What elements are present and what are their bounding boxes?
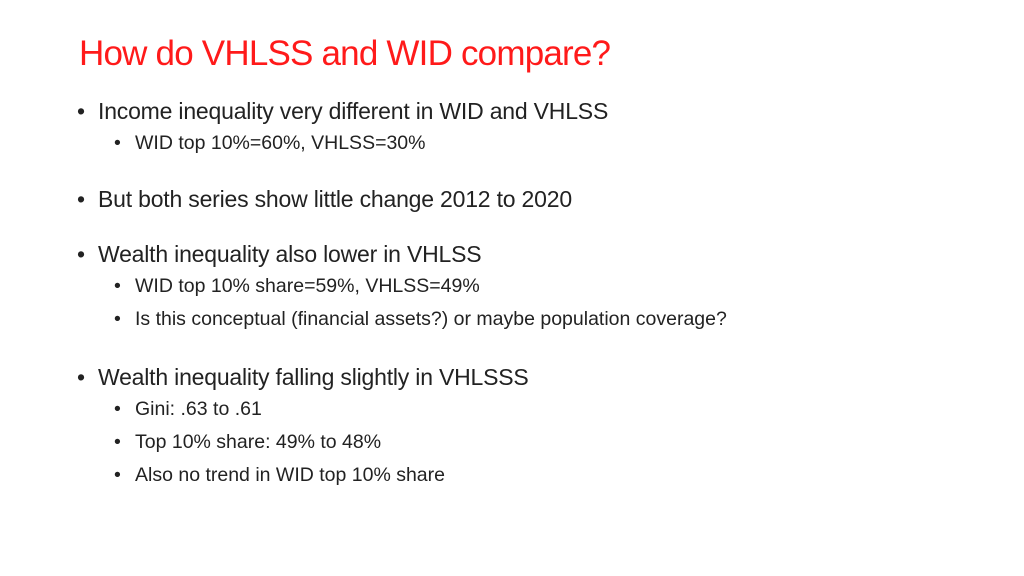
sub-bullet-icon: • bbox=[114, 398, 121, 420]
sub-bullet-icon: • bbox=[114, 464, 121, 486]
bullet-icon: • bbox=[77, 364, 85, 390]
bullet-item: • Wealth inequality falling slightly in … bbox=[77, 361, 977, 393]
sub-bullet-item: • Is this conceptual (financial assets?)… bbox=[114, 303, 977, 336]
sub-bullet-text: Is this conceptual (financial assets?) o… bbox=[135, 308, 727, 330]
sub-bullet-text: Gini: .63 to .61 bbox=[135, 398, 262, 420]
sub-bullet-item: • WID top 10%=60%, VHLSS=30% bbox=[114, 127, 977, 160]
sub-bullet-item: • Gini: .63 to .61 bbox=[114, 393, 977, 426]
sub-bullet-group: • Gini: .63 to .61 • Top 10% share: 49% … bbox=[77, 393, 977, 492]
bullet-item: • Income inequality very different in WI… bbox=[77, 95, 977, 127]
sub-bullet-text: WID top 10% share=59%, VHLSS=49% bbox=[135, 275, 480, 297]
sub-bullet-icon: • bbox=[114, 308, 121, 330]
bullet-text: But both series show little change 2012 … bbox=[98, 186, 572, 212]
bullet-item: • But both series show little change 201… bbox=[77, 183, 977, 215]
bullet-icon: • bbox=[77, 186, 85, 212]
bullet-text: Income inequality very different in WID … bbox=[98, 98, 609, 124]
bullet-text: Wealth inequality also lower in VHLSS bbox=[98, 241, 482, 267]
sub-bullet-icon: • bbox=[114, 431, 121, 453]
sub-bullet-icon: • bbox=[114, 132, 121, 154]
sub-bullet-text: Also no trend in WID top 10% share bbox=[135, 464, 445, 486]
sub-bullet-text: Top 10% share: 49% to 48% bbox=[135, 431, 382, 453]
bullet-list: • Income inequality very different in WI… bbox=[77, 95, 977, 492]
sub-bullet-item: • Also no trend in WID top 10% share bbox=[114, 459, 977, 492]
sub-bullet-item: • WID top 10% share=59%, VHLSS=49% bbox=[114, 270, 977, 303]
sub-bullet-group: • WID top 10% share=59%, VHLSS=49% • Is … bbox=[77, 270, 977, 336]
bullet-text: Wealth inequality falling slightly in VH… bbox=[98, 364, 529, 390]
sub-bullet-item: • Top 10% share: 49% to 48% bbox=[114, 426, 977, 459]
bullet-icon: • bbox=[77, 98, 85, 124]
sub-bullet-group: • WID top 10%=60%, VHLSS=30% bbox=[77, 127, 977, 160]
sub-bullet-icon: • bbox=[114, 275, 121, 297]
bullet-icon: • bbox=[77, 241, 85, 267]
slide-title: How do VHLSS and WID compare? bbox=[79, 34, 611, 73]
bullet-item: • Wealth inequality also lower in VHLSS bbox=[77, 238, 977, 270]
sub-bullet-text: WID top 10%=60%, VHLSS=30% bbox=[135, 132, 426, 154]
